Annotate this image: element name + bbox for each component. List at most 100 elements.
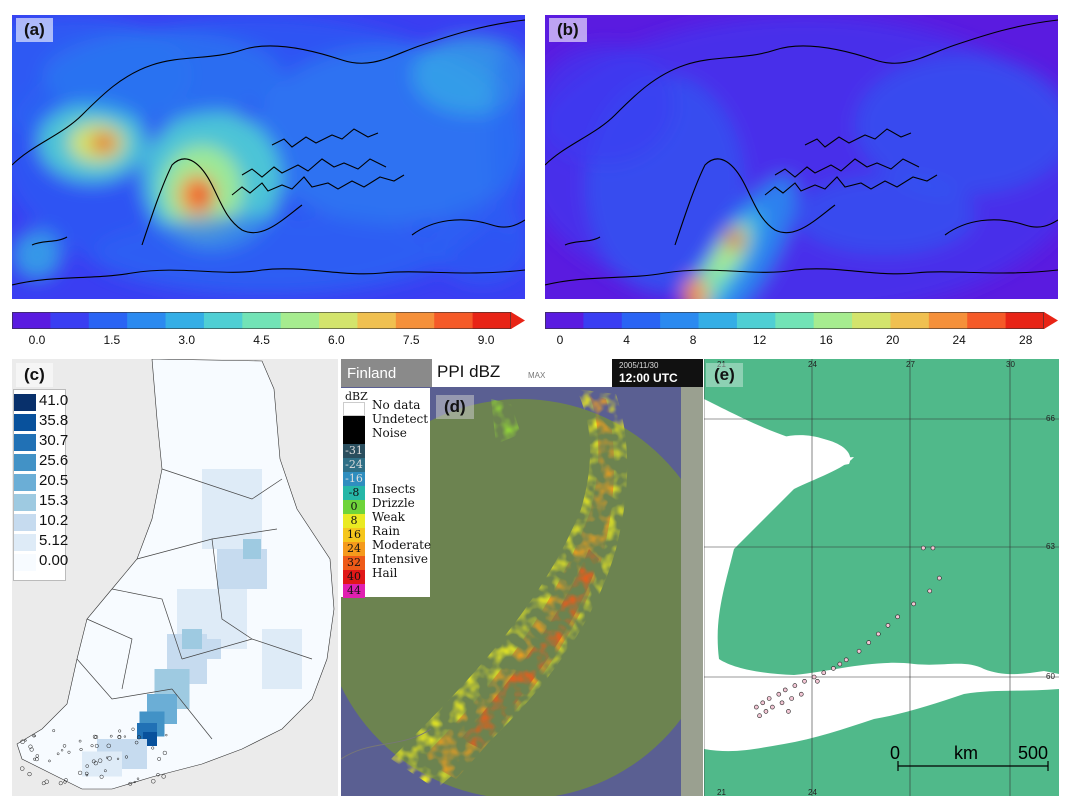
radar-legend-label: Undetect [372,412,428,426]
panel-e-map: 21 21 24 24 27 30 66 63 60 0 km 500 (e) [704,359,1059,796]
colorbar-tick-label: 28 [1019,333,1032,347]
island [151,779,155,783]
lightning-point [912,602,916,606]
heatmap-cell [193,184,211,206]
lightning-point [799,692,803,696]
scalebar-end: 500 [1018,743,1048,763]
colorbar-tick-label: 9.0 [478,333,495,347]
radar-legend-label: Rain [372,524,400,538]
colorbar-arrow [511,312,525,329]
lightning-point [812,675,816,679]
colorbar-tick-label: 24 [953,333,966,347]
colorbar-tick-label: 20 [886,333,899,347]
radar-legend-swatch: 44 [343,584,365,598]
radar-legend-swatch: 32 [343,556,365,570]
colorbar-segment [814,312,853,329]
legend-swatch [14,414,36,431]
legend-swatch [14,394,36,411]
colorbar-tick-label: 4 [623,333,630,347]
colorbar-tick-label: 12 [753,333,766,347]
heatmap-cell [182,629,202,649]
colorbar-tick-label: 0.0 [29,333,46,347]
colorbar-b [545,312,1058,329]
lightning-point [793,684,797,688]
radar-mode: MAX [528,371,545,380]
colorbar-segment [204,312,243,329]
colorbar-tick-label: 16 [819,333,832,347]
colorbar-segment [357,312,396,329]
lightning-point [931,546,935,550]
colorbar-tick-label: 0 [557,333,564,347]
radar-legend-swatch: 40 [343,570,365,584]
colorbar-segment [12,312,51,329]
colorbar-segment [583,312,622,329]
lightning-point [790,697,794,701]
lat-label: 66 [1046,414,1055,423]
island [28,772,32,776]
radar-time: 12:00 UTC [619,371,678,385]
lon-label-top: 27 [906,360,915,369]
colorbar-tick-label: 3.0 [178,333,195,347]
lightning-point [857,649,861,653]
radar-legend-swatch [343,402,365,416]
panel-b-map: (b) [545,15,1058,299]
colorbar-segment [434,312,473,329]
colorbar-segment [396,312,435,329]
lightning-point [767,697,771,701]
panel-c-label: (c) [16,363,53,387]
radar-time-box: 2005/11/30 12:00 UTC [612,359,703,387]
radar-legend-swatch [343,430,365,444]
colorbar-segment [622,312,661,329]
lightning-point [783,688,787,692]
lightning-point [761,701,765,705]
radar-legend-label: Moderate [372,538,431,552]
heatmap-cell [243,539,261,559]
lightning-point [867,641,871,645]
legend-swatch [14,494,36,511]
heatmap-a [12,15,525,299]
heatmap-b [545,15,1058,299]
radar-legend-swatch: 8 [343,514,365,528]
heatmap-cell [42,30,282,120]
colorbar-segment [929,312,968,329]
legend-value: 35.8 [39,412,68,429]
radar-legend-label: Noise [372,426,407,440]
heatmap-cell [262,629,302,689]
colorbar-segment [319,312,358,329]
radar-legend-swatch: -24 [343,458,365,472]
legend-swatch [14,534,36,551]
panel-a-label: (a) [16,18,53,42]
radar-legend-label: Hail [372,566,397,580]
lightning-point [886,623,890,627]
radar-legend-swatch: 24 [343,542,365,556]
colorbar-tick-label: 1.5 [104,333,121,347]
radar-legend-label: Weak [372,510,405,524]
panel-b-label: (b) [549,18,587,42]
colorbar-arrow [1044,312,1058,329]
legend-swatch [14,434,36,451]
legend-value: 15.3 [39,492,68,509]
colorbar-segment [166,312,205,329]
island [20,767,24,771]
lat-label: 63 [1046,542,1055,551]
colorbar-tick-label: 7.5 [403,333,420,347]
radar-region: Finland [341,359,432,387]
lightning-point [838,662,842,666]
colorbar-segment [852,312,891,329]
radar-legend-swatch: -16 [343,472,365,486]
colorbar-segment [775,312,814,329]
lightning-point [896,615,900,619]
colorbar-tick-label: 6.0 [328,333,345,347]
panel-d-label: (d) [436,395,474,419]
legend-value: 10.2 [39,512,68,529]
lon-label-top: 30 [1006,360,1015,369]
panel-a-map: (a) [12,15,525,299]
lightning-point [764,709,768,713]
colorbar-segment [890,312,929,329]
colorbar-segment [281,312,320,329]
legend-value: 41.0 [39,392,68,409]
colorbar-segment [50,312,89,329]
radar-legend-swatch [343,416,365,430]
colorbar-tick-label: 4.5 [253,333,270,347]
radar-date: 2005/11/30 [619,361,658,370]
